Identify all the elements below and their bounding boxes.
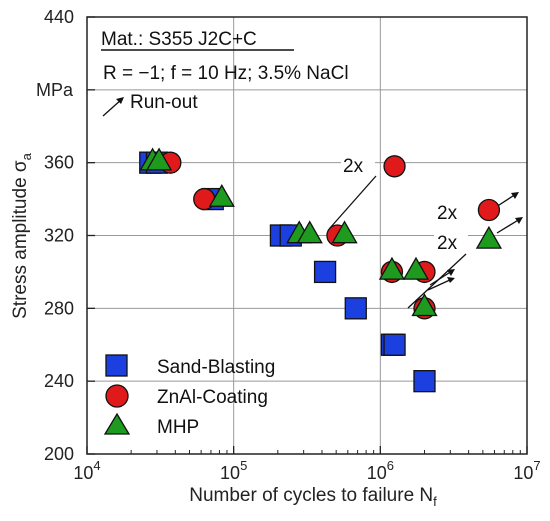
data-point-triangle: [331, 220, 358, 244]
material-label: Mat.: S355 J2C+C: [101, 29, 257, 50]
data-point-circle: [477, 198, 501, 222]
data-point-triangle: [475, 225, 503, 249]
y-axis-label-main: Stress amplitude σ: [10, 160, 31, 319]
data-point-triangle: [378, 256, 406, 280]
y-axis-label: Stress amplitude σa: [10, 152, 34, 319]
annotation-2x-a-bg: [341, 152, 375, 178]
data-point-square: [344, 297, 367, 320]
data-point-square: [313, 260, 337, 284]
annotation-box: Mat.: S355 J2C+C R = −1; f = 10 Hz; 3.5%…: [101, 29, 349, 117]
runout-arrowhead-3: [511, 192, 519, 199]
runout-arrowhead-1: [447, 269, 455, 276]
legend: Sand-Blasting ZnAl-Coating MHP: [103, 354, 275, 438]
annotation-2x-b: 2x: [437, 203, 458, 224]
data-point-square: [383, 333, 406, 356]
x-tick-label: 107: [513, 458, 540, 483]
annotation-2x-a-pointer: [329, 175, 377, 229]
annotation-2x-a: 2x: [343, 156, 364, 177]
runout-arrow-4: [496, 218, 521, 234]
y-axis-label-subscript: a: [19, 152, 34, 160]
runout-arrowhead-2: [447, 277, 455, 283]
y-tick-label: 200: [44, 444, 74, 464]
runout-arrowhead-legend: [116, 97, 124, 104]
data-point-square: [413, 370, 436, 393]
data-point-triangle: [411, 293, 438, 317]
runout-arrow-3: [495, 193, 517, 208]
data-point-triangle: [402, 256, 430, 280]
series-triangle: [139, 147, 503, 317]
y-tick-label: 440: [44, 7, 74, 27]
y-tick-label: 320: [44, 226, 74, 246]
x-axis-label-main: Number of cycles to failure N: [189, 485, 433, 506]
runout-arrowhead-4: [515, 217, 523, 224]
x-tick-label: 106: [367, 458, 394, 483]
runout-arrow-2: [427, 278, 453, 291]
x-tick-label: 104: [73, 458, 100, 483]
runout-arrow-1: [429, 270, 453, 286]
legend-label-mhp: MHP: [157, 417, 199, 438]
legend-marker-znal-coating: [105, 384, 129, 408]
data-point-triangle: [145, 147, 173, 171]
data-point-triangle: [208, 183, 235, 207]
x-axis-label: Number of cycles to failure Nf: [189, 485, 437, 509]
annotation-2x-c-bg: [434, 229, 468, 255]
runout-arrows: [427, 192, 523, 291]
data-points: [139, 147, 503, 393]
annotation-2x-b-bg: [434, 199, 468, 225]
x-axis-label-subscript: f: [433, 494, 437, 509]
data-point-triangle: [296, 220, 323, 244]
annotation-2x-c: 2x: [437, 233, 458, 254]
y-unit-label: MPa: [36, 80, 74, 100]
y-tick-label: 280: [44, 298, 74, 318]
data-point-circle: [383, 155, 406, 178]
legend-label-znal-coating: ZnAl-Coating: [157, 387, 268, 408]
runout-label: Run-out: [130, 92, 198, 113]
legend-marker-sand-blasting: [105, 354, 128, 377]
conditions-label: R = −1; f = 10 Hz; 3.5% NaCl: [103, 63, 349, 84]
multiplicity-annotations: 2x 2x 2x: [329, 152, 468, 309]
plot-frame: [86, 16, 528, 455]
x-tick-label: 105: [220, 458, 247, 483]
legend-label-sand-blasting: Sand-Blasting: [157, 357, 275, 378]
y-tick-label: 360: [44, 153, 74, 173]
legend-marker-mhp: [103, 412, 131, 435]
y-tick-label: 240: [44, 371, 74, 391]
tick-labels: 104 105 106 107 200 240 280 320 360 440: [44, 7, 541, 483]
